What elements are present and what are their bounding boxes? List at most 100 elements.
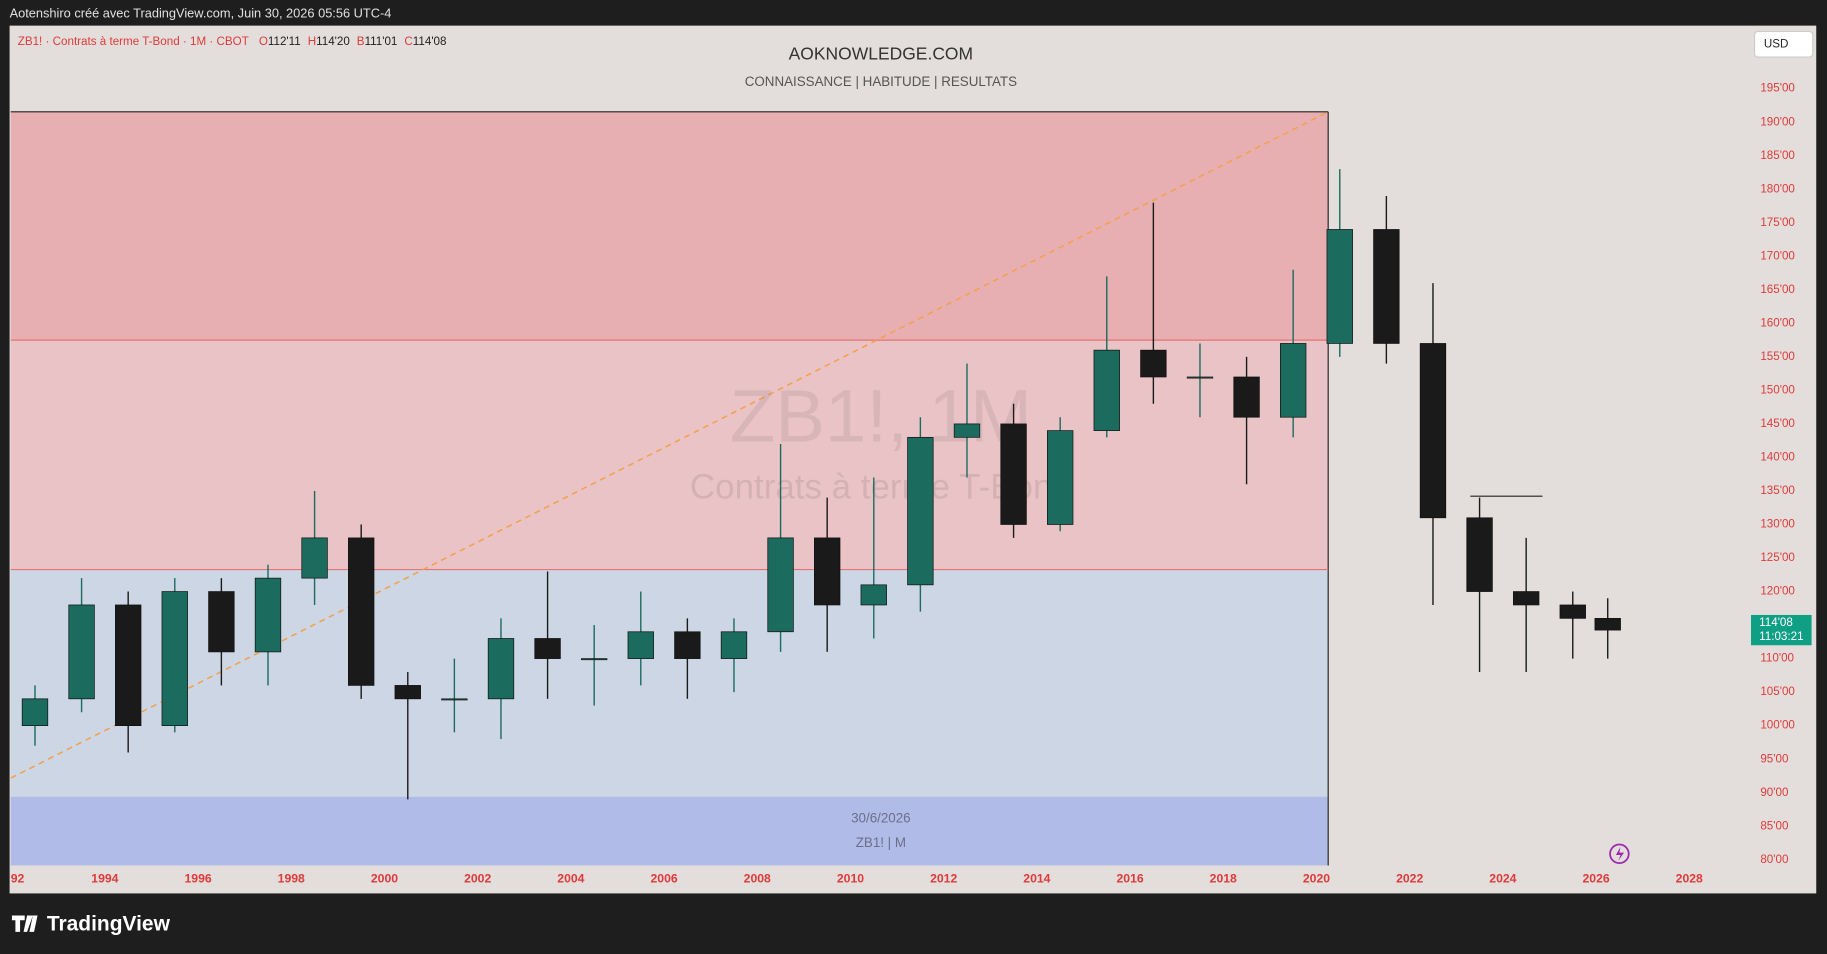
candles [21,169,1621,800]
price-tag-label: 114'08 [1759,616,1793,629]
candle-body [1140,349,1167,378]
candle-body [301,537,328,579]
ohlc-key: H [308,35,316,48]
alert-icon[interactable] [1609,843,1630,865]
y-tick-label: 155'00 [1760,350,1795,363]
y-tick-label: 125'00 [1760,551,1795,564]
y-tick-label: 145'00 [1760,417,1795,430]
candle-body [348,537,375,686]
candle-body [534,638,561,659]
x-tick-label: 2012 [930,872,957,886]
y-tick-label: 100'00 [1760,719,1795,732]
x-tick-label: 2000 [371,872,398,886]
ohlc-key: B [357,35,365,48]
y-tick-label: 140'00 [1760,451,1795,464]
watermark: ZB1!, 1M [730,374,1032,457]
candle-body [21,698,49,727]
candle-body [627,631,654,659]
x-tick-label: 2028 [1676,872,1703,886]
candle-body [208,591,235,653]
ohlc-key: C [404,35,412,48]
x-tick-label: 2016 [1116,872,1143,886]
currency-box[interactable] [1753,30,1814,58]
price-tag [1751,614,1812,646]
x-tick-label: 2006 [650,872,677,886]
x-tick-label: 2014 [1023,872,1050,886]
candle-body [441,698,468,701]
y-tick-label: 190'00 [1760,115,1795,128]
candle-body [953,423,981,438]
x-tick-label: 1998 [278,872,305,886]
candle-body [254,577,282,653]
currency[interactable]: USD [1764,37,1789,50]
candle-body [1594,618,1621,631]
y-tick-label: 160'00 [1760,316,1795,329]
title: AOKNOWLEDGE.COM [789,43,973,63]
candle-body [720,631,748,659]
candle-body [1280,343,1307,418]
credit: Aotenshiro créé avec TradingView.com, Ju… [10,5,392,20]
ohlc-key: O [259,35,268,48]
y-tick-label: 110'00 [1760,652,1794,665]
y-tick-label: 105'00 [1760,685,1795,698]
brand: TradingView [47,912,171,935]
candle-body [1093,349,1120,431]
candle-body [860,584,887,606]
candle-body [907,436,934,586]
alert-icon-bolt [1615,846,1625,861]
candle-body [674,631,701,659]
ohlc-value: 111'01 [365,35,398,48]
y-tick-label: 150'00 [1760,383,1795,396]
candle-body [1419,343,1447,519]
x-tick-label: 1994 [91,872,118,886]
y-tick-label: 180'00 [1760,182,1795,195]
y-tick-label: 90'00 [1760,786,1789,799]
x-tick-label: 2024 [1489,872,1516,886]
y-tick-label: 120'00 [1760,585,1795,598]
ohlc-value: 114'20 [316,35,350,48]
y-tick-label: 165'00 [1760,283,1795,296]
candle-body [581,658,608,661]
candle-body [161,591,188,727]
x-tick-label: 2020 [1303,872,1330,886]
y-tick-label: 175'00 [1760,216,1795,229]
y-tick-label: 195'00 [1760,82,1795,95]
ohlc-value: 112'11 [268,35,301,48]
y-tick-label: 80'00 [1760,853,1789,866]
y-tick-label: 185'00 [1760,149,1795,162]
ohlc-value: 114'08 [413,35,447,48]
candle-body [1186,376,1214,379]
x-tick-label: 2002 [464,872,491,886]
zone-bottom [10,796,1329,866]
x-tick-label: 2010 [837,872,864,886]
candle-body [1000,423,1027,525]
countdown: 11:03:21 [1759,630,1803,643]
x-tick-label: 2004 [557,872,584,886]
trend-line [10,111,1329,779]
y-tick-label: 95'00 [1760,752,1789,765]
symbol-legend: ZB1! · Contrats à terme T-Bond · 1M · CB… [18,35,249,48]
candle-body [115,604,142,727]
candle-body [1466,517,1493,592]
x-tick-label: 2008 [744,872,771,886]
candle-body [1047,430,1074,525]
candle-body [1513,591,1540,606]
subtitle: CONNAISSANCE | HABITUDE | RESULTATS [745,74,1017,89]
candle-body [767,537,794,633]
candle-body [1233,376,1260,418]
x-tick-label: 1996 [184,872,211,886]
candle-body [1373,229,1400,344]
candle-body [1559,604,1586,619]
y-tick-label: 85'00 [1760,819,1789,832]
x-tick-label: 2022 [1396,872,1423,886]
x-tick-label: 2018 [1210,872,1237,886]
info-symbol: ZB1! | M [856,835,906,850]
candle-body [68,604,95,700]
info-date: 30/6/2026 [851,810,911,825]
x-tick-label: 92 [11,872,25,886]
y-tick-label: 130'00 [1760,518,1795,531]
x-tick-label: 2026 [1582,872,1609,886]
candle-body [1326,229,1353,344]
